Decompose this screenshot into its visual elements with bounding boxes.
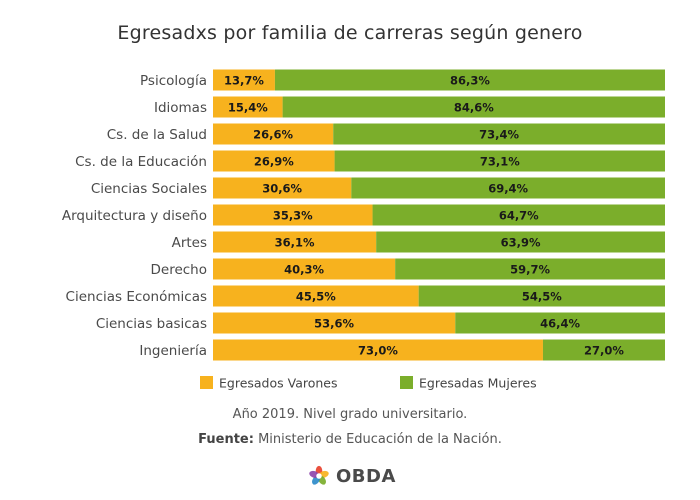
category-label-psicologia: Psicología [140, 73, 207, 89]
legend-label-mujeres: Egresadas Mujeres [419, 376, 537, 391]
legend-label-varones: Egresados Varones [219, 376, 338, 391]
category-label-derecho: Derecho [151, 262, 208, 278]
bar-varones-ciencias-basicas [213, 312, 456, 334]
chart-title: Egresadxs por familia de carreras según … [117, 22, 583, 44]
bar-varones-arquitectura-y-diseno [213, 204, 373, 226]
value-label-varones-idiomas: 15,4% [228, 101, 268, 115]
value-label-varones-ingenieria: 73,0% [358, 344, 398, 358]
bar-varones-cs-de-la-educacion [213, 150, 335, 172]
logo-center [316, 473, 322, 479]
bar-varones-ingenieria [213, 339, 543, 361]
value-label-mujeres-artes: 63,9% [501, 236, 541, 250]
chart-source: Fuente: Ministerio de Educación de la Na… [0, 432, 700, 447]
brand-name: OBDA [336, 465, 396, 487]
bar-mujeres-ciencias-sociales [351, 177, 665, 199]
bar-varones-idiomas [213, 96, 283, 118]
value-label-varones-ciencias-sociales: 30,6% [262, 182, 302, 196]
category-label-cs-de-la-salud: Cs. de la Salud [107, 127, 207, 143]
value-label-mujeres-idiomas: 84,6% [454, 101, 494, 115]
category-label-artes: Artes [172, 235, 207, 251]
bar-mujeres-ciencias-economicas [418, 285, 665, 307]
value-label-varones-cs-de-la-salud: 26,6% [253, 128, 293, 142]
value-label-mujeres-psicologia: 86,3% [450, 74, 490, 88]
value-label-mujeres-ciencias-basicas: 46,4% [540, 317, 580, 331]
value-label-varones-arquitectura-y-diseno: 35,3% [273, 209, 313, 223]
bar-mujeres-derecho [395, 258, 665, 280]
category-label-ciencias-basicas: Ciencias basicas [96, 316, 207, 332]
bar-varones-psicologia [213, 69, 275, 91]
category-label-idiomas: Idiomas [154, 100, 207, 116]
category-label-ciencias-sociales: Ciencias Sociales [91, 181, 207, 197]
value-label-varones-derecho: 40,3% [284, 263, 324, 277]
value-label-mujeres-ciencias-economicas: 54,5% [522, 290, 562, 304]
value-label-mujeres-arquitectura-y-diseno: 64,7% [499, 209, 539, 223]
bar-varones-cs-de-la-salud [213, 123, 334, 145]
bar-mujeres-arquitectura-y-diseno [372, 204, 665, 226]
bars-layer: Psicología 13,7% 86,3% Idiomas 15,4% 84,6% Cs.… [62, 69, 665, 361]
value-label-varones-ciencias-economicas: 45,5% [296, 290, 336, 304]
value-label-mujeres-derecho: 59,7% [510, 263, 550, 277]
bar-mujeres-cs-de-la-educacion [334, 150, 665, 172]
legend-swatch-varones [200, 376, 213, 389]
category-label-ciencias-economicas: Ciencias Económicas [66, 289, 207, 305]
bar-mujeres-ciencias-basicas [455, 312, 665, 334]
category-label-arquitectura-y-diseno: Arquitectura y diseño [62, 208, 207, 224]
category-label-cs-de-la-educacion: Cs. de la Educación [75, 154, 207, 170]
bar-mujeres-artes [376, 231, 665, 253]
bar-mujeres-idiomas [282, 96, 665, 118]
value-label-mujeres-ingenieria: 27,0% [584, 344, 624, 358]
value-label-mujeres-ciencias-sociales: 69,4% [488, 182, 528, 196]
bar-varones-derecho [213, 258, 396, 280]
value-label-varones-artes: 36,1% [275, 236, 315, 250]
bar-varones-artes [213, 231, 377, 253]
source-text: Ministerio de Educación de la Nación. [258, 432, 502, 447]
value-label-varones-psicologia: 13,7% [224, 74, 264, 88]
category-label-ingenieria: Ingeniería [139, 343, 207, 359]
bar-mujeres-cs-de-la-salud [333, 123, 665, 145]
bar-mujeres-ingenieria [542, 339, 665, 361]
bar-varones-ciencias-economicas [213, 285, 419, 307]
value-label-mujeres-cs-de-la-salud: 73,4% [479, 128, 519, 142]
chart-legend: Egresados Varones Egresadas Mujeres [200, 376, 537, 391]
brand: OBDA [308, 462, 396, 490]
value-label-varones-ciencias-basicas: 53,6% [314, 317, 354, 331]
stacked-bar-chart: Psicología 13,7% 86,3% Idiomas 15,4% 84,6% Cs.… [62, 69, 665, 391]
value-label-mujeres-cs-de-la-educacion: 73,1% [480, 155, 520, 169]
value-label-varones-cs-de-la-educacion: 26,9% [254, 155, 294, 169]
legend-swatch-mujeres [400, 376, 413, 389]
bar-mujeres-psicologia [274, 69, 665, 91]
bar-varones-ciencias-sociales [213, 177, 352, 199]
obda-logo-icon [309, 465, 329, 485]
chart-note-year: Año 2019. Nivel grado universitario. [232, 407, 468, 422]
source-label: Fuente: [198, 432, 254, 447]
